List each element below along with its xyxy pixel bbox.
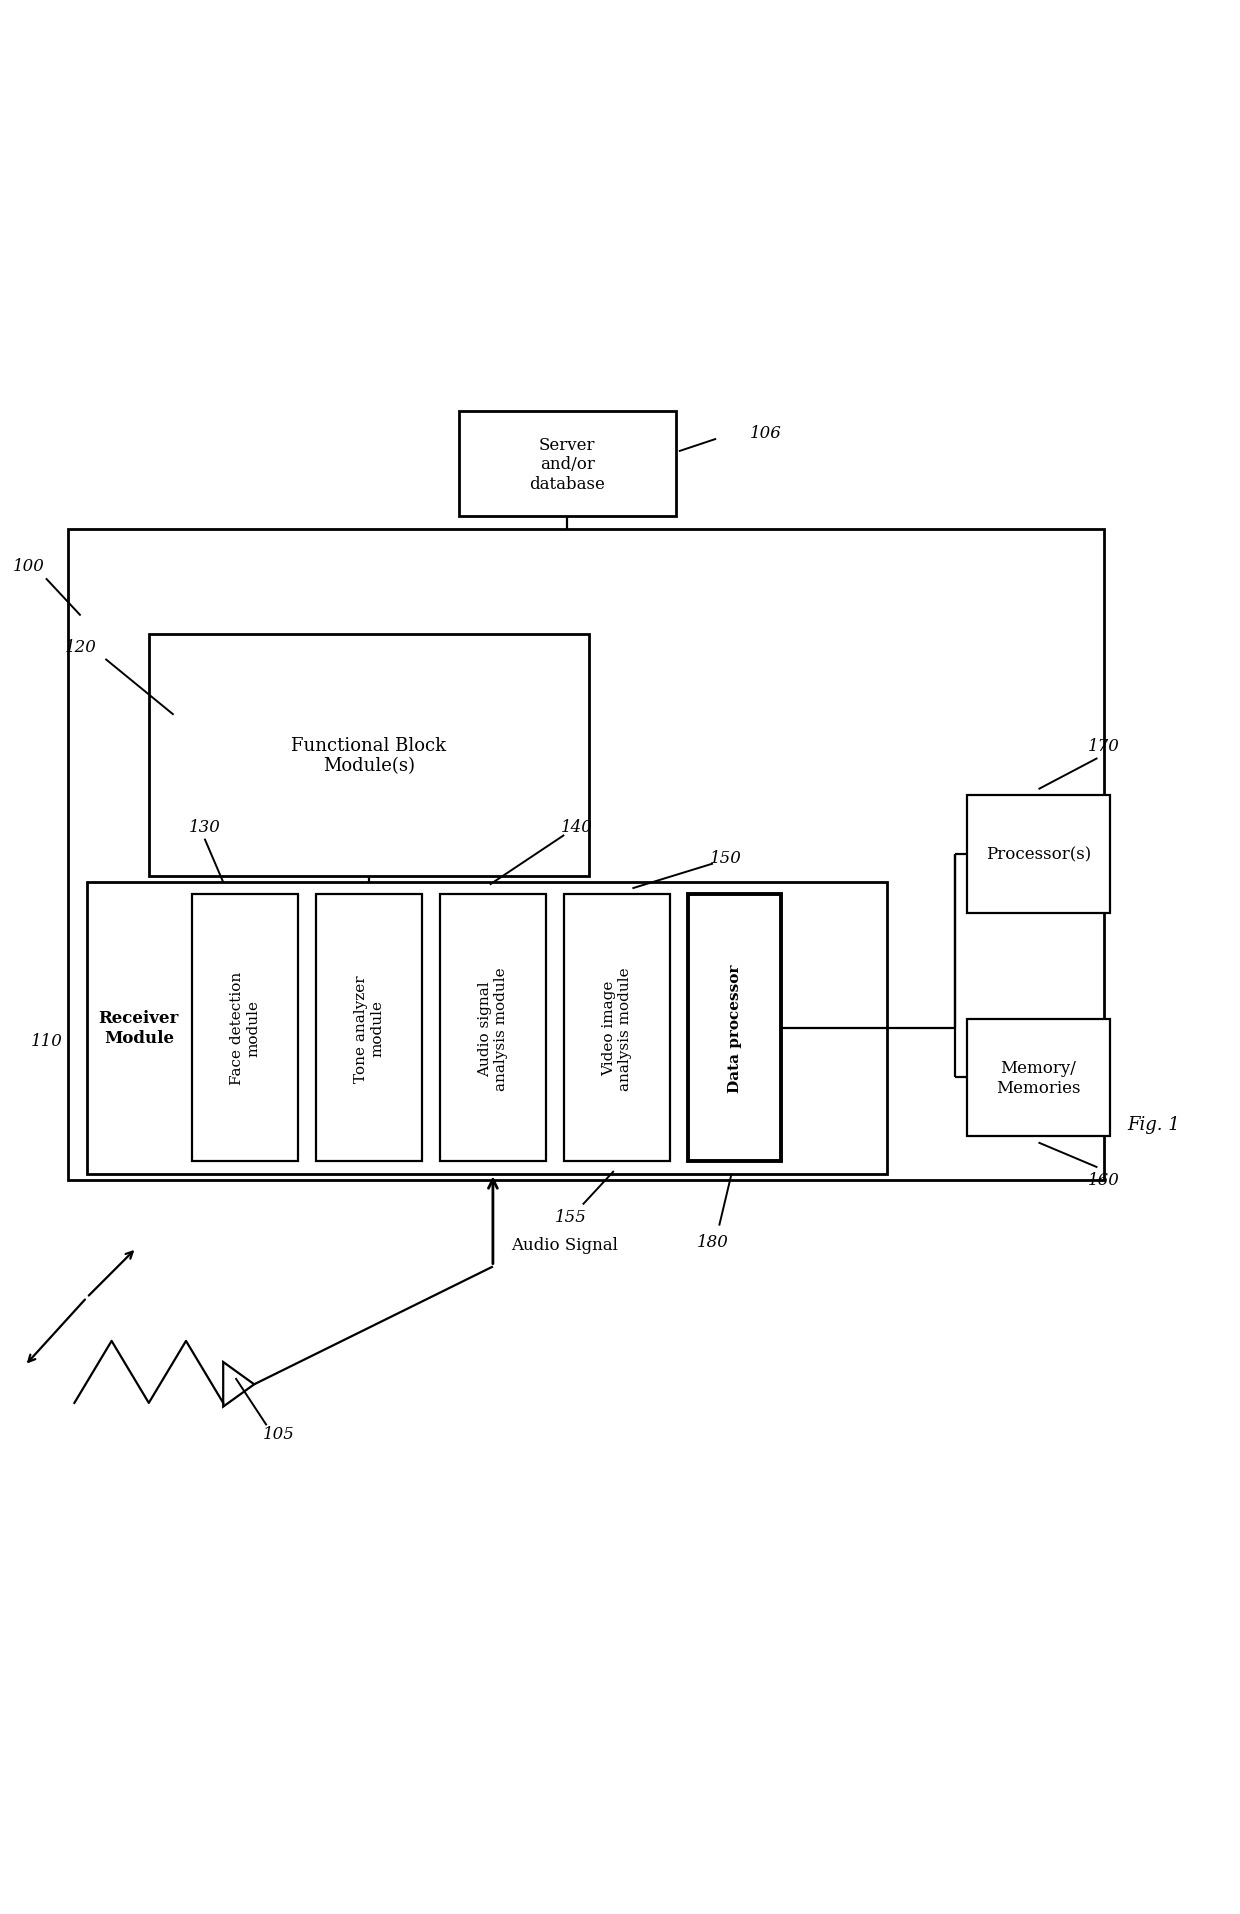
Text: Tone analyzer
module: Tone analyzer module: [353, 974, 384, 1081]
Text: 106: 106: [750, 425, 781, 442]
Bar: [68, 530, 1104, 1181]
Bar: [564, 896, 670, 1162]
Text: Data processor: Data processor: [728, 965, 742, 1093]
Text: 110: 110: [31, 1032, 63, 1049]
Text: Video image
analysis module: Video image analysis module: [601, 967, 632, 1091]
Bar: [87, 882, 887, 1173]
Text: 120: 120: [64, 639, 97, 657]
Bar: [688, 896, 781, 1162]
Text: 160: 160: [1087, 1171, 1120, 1189]
Text: 150: 150: [709, 850, 742, 867]
Text: 155: 155: [554, 1210, 587, 1225]
Text: 140: 140: [560, 819, 593, 835]
Text: Server
and/or
database: Server and/or database: [529, 436, 605, 492]
Text: Face detection
module: Face detection module: [229, 972, 260, 1085]
Bar: [316, 896, 422, 1162]
Bar: [459, 412, 676, 517]
Text: Processor(s): Processor(s): [986, 846, 1091, 863]
Text: 180: 180: [697, 1233, 729, 1250]
Bar: [967, 1018, 1110, 1137]
Text: Audio signal
analysis module: Audio signal analysis module: [477, 967, 508, 1091]
Bar: [149, 635, 589, 877]
Bar: [192, 896, 298, 1162]
Text: Receiver
Module: Receiver Module: [99, 1011, 179, 1047]
Text: Functional Block
Module(s): Functional Block Module(s): [291, 737, 446, 775]
Text: 170: 170: [1087, 737, 1120, 754]
Text: 100: 100: [12, 559, 45, 574]
Text: Audio Signal: Audio Signal: [511, 1236, 619, 1254]
Bar: [967, 796, 1110, 913]
Text: 105: 105: [263, 1426, 295, 1443]
Text: Memory/
Memories: Memory/ Memories: [996, 1060, 1081, 1097]
Bar: [440, 896, 546, 1162]
Text: Fig. 1: Fig. 1: [1127, 1116, 1179, 1133]
Text: 130: 130: [188, 819, 221, 835]
